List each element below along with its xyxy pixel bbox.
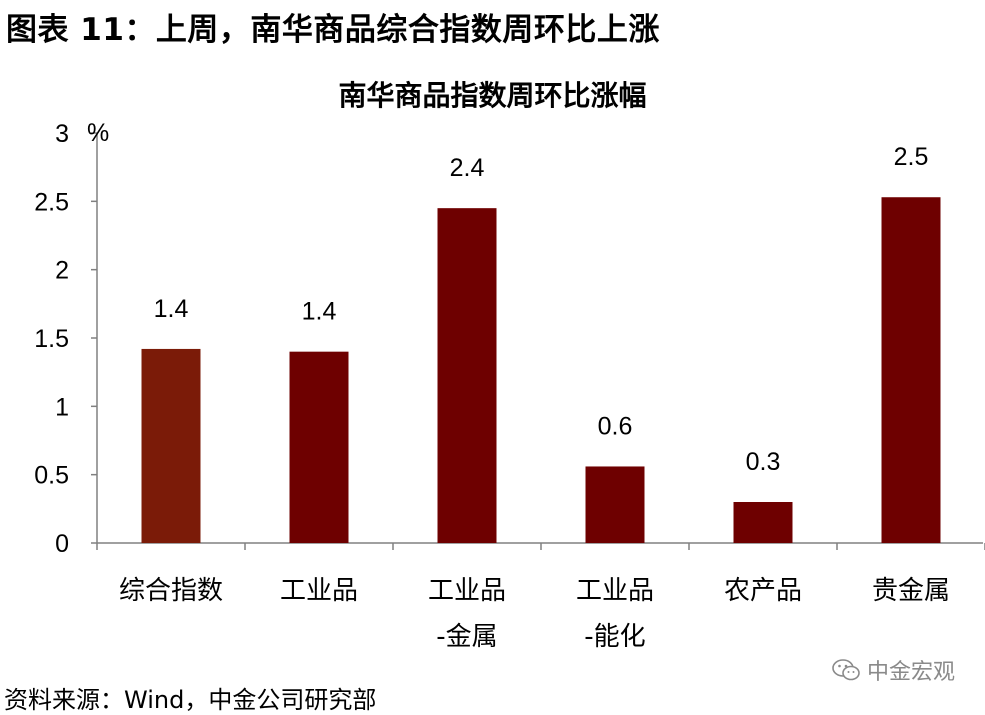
bar [881,197,941,543]
data-label: 2.4 [450,154,485,182]
bar [141,348,201,543]
y-tick-label: 3 [55,120,69,148]
x-category-label: -金属 [436,622,497,652]
y-tick-label: 0 [55,530,69,558]
watermark: 中金宏观 [831,654,955,686]
watermark-text: 中金宏观 [866,660,955,685]
bar [437,208,497,543]
x-category-label: 综合指数 [119,576,223,606]
bar [733,502,793,543]
data-label: 1.4 [302,298,337,326]
data-label: 2.5 [894,143,929,171]
y-tick-label: 1.5 [34,325,69,353]
x-category-label: 农产品 [724,576,802,606]
data-label: 1.4 [154,295,189,323]
chart-title: 南华商品指数周环比涨幅 [338,79,647,112]
source-note: 资料来源：Wind，中金公司研究部 [4,686,377,714]
bar [289,351,349,543]
y-tick-label: 2 [55,257,69,285]
y-tick-label: 0.5 [34,462,69,490]
x-category-label: 贵金属 [872,576,950,606]
wechat-icon [832,659,860,681]
x-category-label: 工业品 [428,576,506,606]
bar [585,466,645,543]
x-category-label: 工业品 [280,576,358,606]
x-category-label: 工业品 [576,576,654,606]
x-category-label: -能化 [584,622,645,652]
figure-heading: 图表 11：上周，南华商品综合指数周环比上涨 [6,12,660,48]
y-unit-label: % [87,119,109,147]
y-tick-label: 1 [55,393,69,421]
y-tick-label: 2.5 [34,188,69,216]
data-label: 0.3 [746,448,781,476]
data-label: 0.6 [598,412,633,440]
